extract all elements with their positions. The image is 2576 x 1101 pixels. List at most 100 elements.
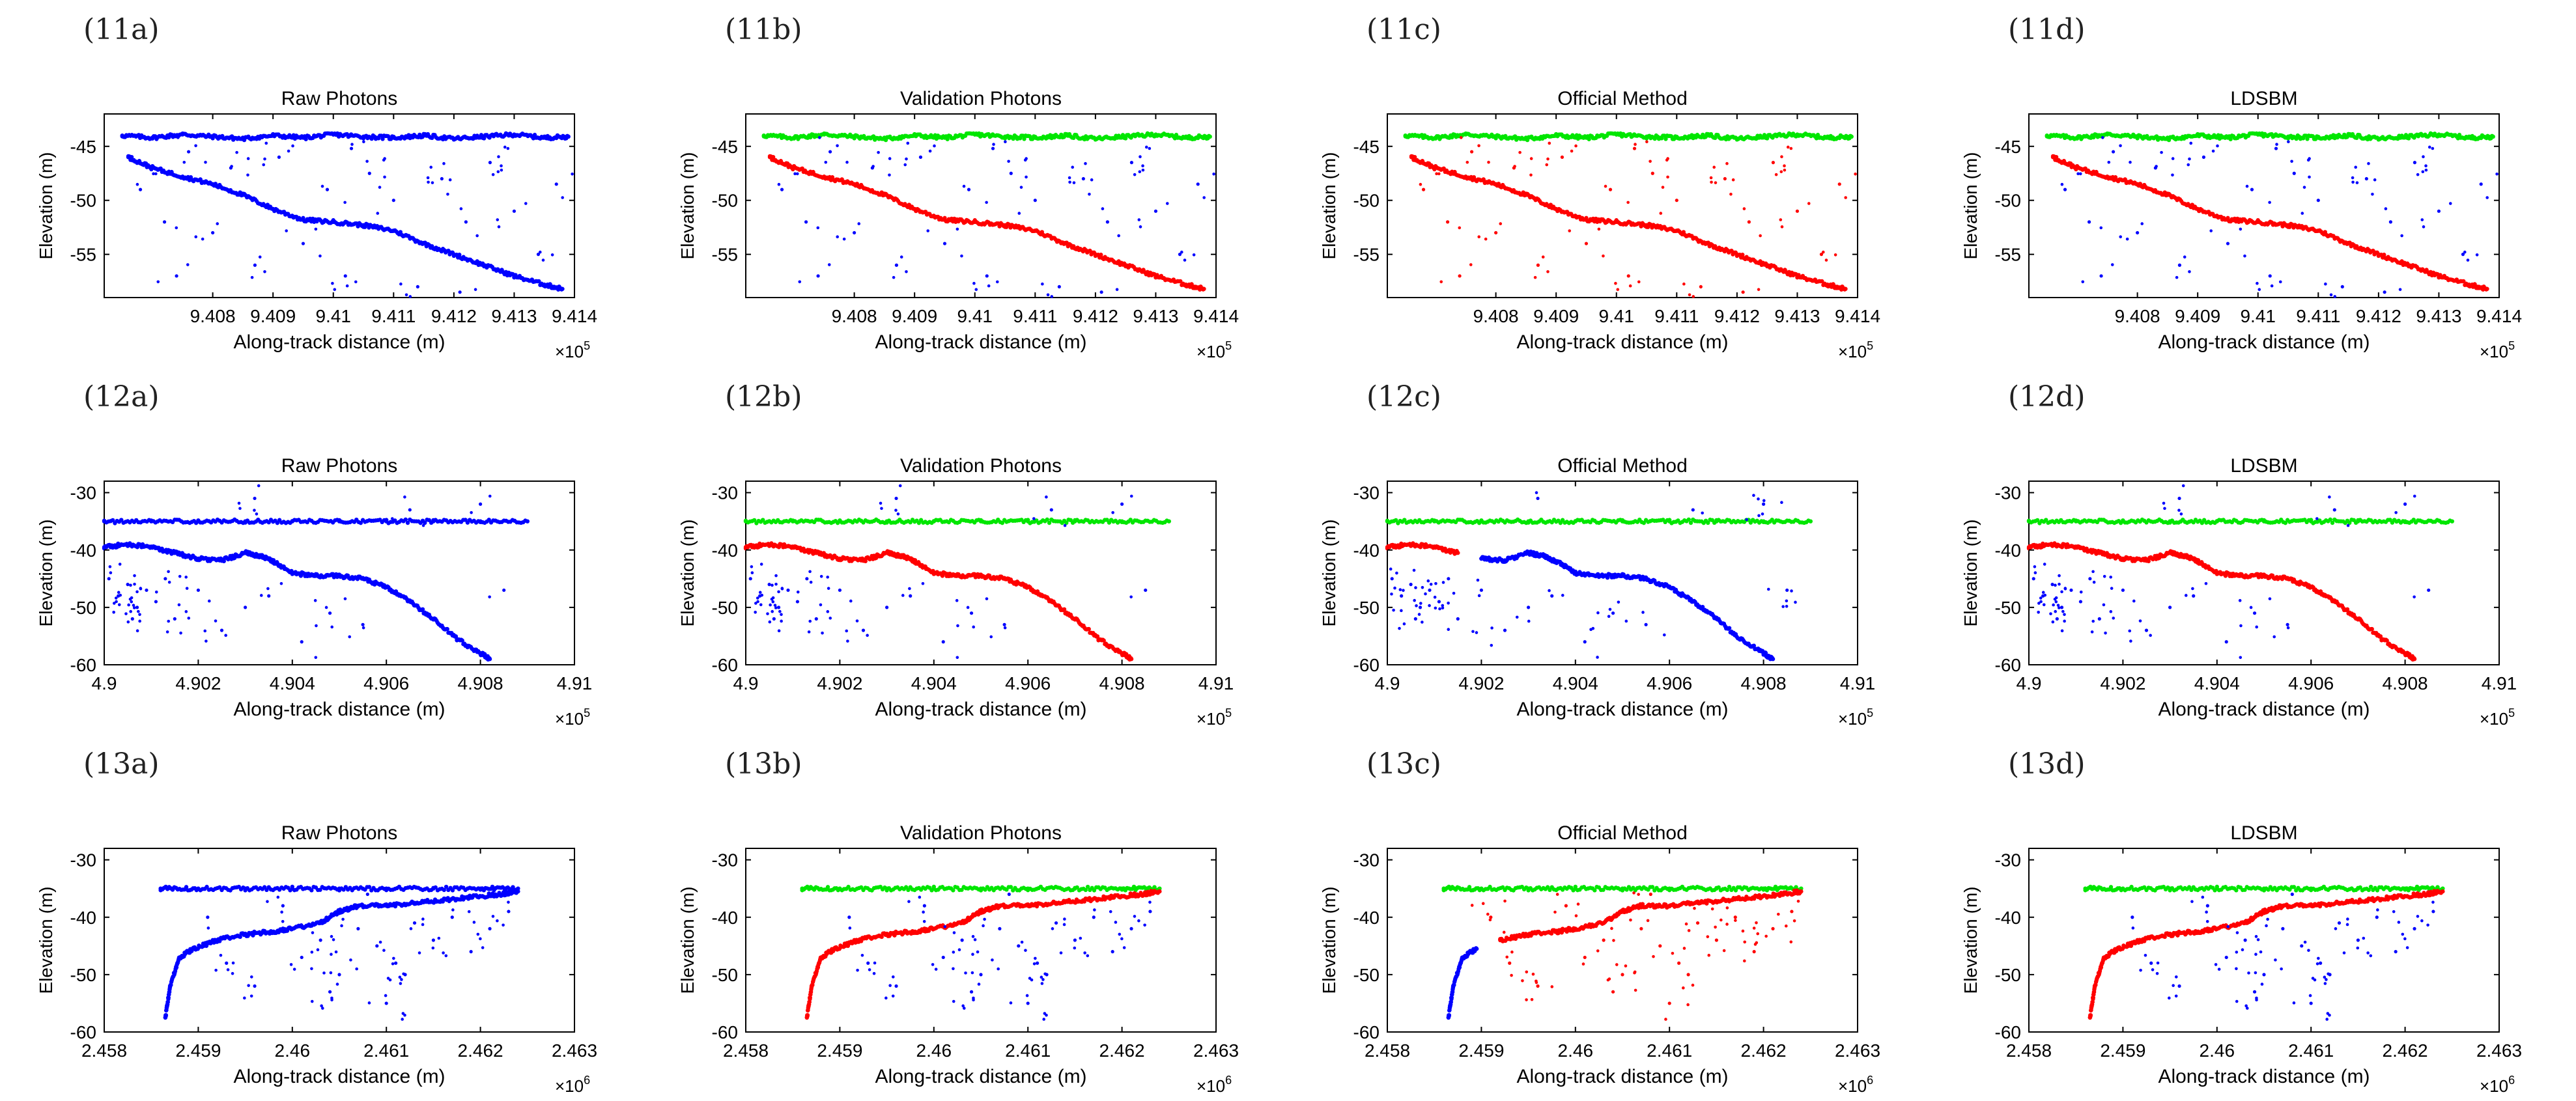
photon-point (2416, 173, 2420, 176)
panel-label: (12a) (83, 380, 160, 413)
chart-title: Validation Photons (900, 455, 1062, 477)
photon-point (796, 590, 800, 594)
photon-point (974, 288, 978, 291)
photon-point (420, 607, 425, 612)
y-tick-label: -55 (1353, 245, 1380, 265)
photon-point (780, 188, 784, 191)
photon-point (175, 226, 178, 230)
photon-point (2268, 201, 2271, 204)
photon-point (814, 550, 819, 555)
photon-point (956, 624, 959, 628)
photon-point (928, 149, 932, 153)
photon-point (1688, 520, 1693, 525)
photon-point (852, 182, 856, 187)
photon-point (1469, 150, 1474, 154)
photon-point (313, 599, 317, 602)
photon-point (445, 626, 449, 632)
photon-point (2376, 136, 2381, 141)
photon-point (2123, 177, 2127, 182)
photon-point (1148, 146, 1152, 150)
chart-title: Raw Photons (281, 455, 397, 477)
photon-point (774, 582, 778, 586)
photon-point (1484, 237, 1488, 241)
photon-point (1546, 270, 1550, 273)
photon-point (879, 501, 883, 505)
photon-point (1742, 207, 1746, 210)
photon-point (853, 230, 856, 235)
photon-point (391, 135, 396, 140)
photon-point (362, 140, 365, 143)
photon-point (1513, 165, 1516, 168)
y-tick-label: -30 (70, 483, 96, 503)
photon-point (866, 634, 869, 637)
photon-point (180, 174, 185, 179)
photon-point (1819, 253, 1824, 257)
photon-point (348, 635, 352, 639)
chart-title: Official Method (1557, 88, 1688, 109)
panel-label: (11d) (2008, 13, 2086, 46)
photon-point (250, 275, 254, 279)
photon-point (1456, 550, 1460, 555)
photon-point (1493, 134, 1498, 139)
photon-point (1062, 607, 1067, 612)
photon-point (367, 171, 371, 175)
photon-point (361, 134, 366, 139)
photon-point (1844, 196, 1847, 199)
photon-point (2099, 274, 2103, 278)
photon-point (828, 150, 832, 154)
photon-point (1573, 519, 1578, 523)
photon-point (916, 520, 922, 525)
photon-point (1202, 286, 1206, 291)
data-points (761, 131, 1215, 298)
photon-point (2165, 193, 2170, 197)
photon-point (2292, 171, 2296, 175)
photon-point (343, 274, 347, 278)
photon-point (2074, 135, 2080, 140)
photon-point (2364, 176, 2368, 181)
photon-point (819, 575, 823, 578)
photon-point (819, 603, 823, 607)
photon-point (2256, 219, 2260, 225)
photon-point (1634, 143, 1637, 146)
photon-point (1761, 519, 1766, 523)
photon-point (791, 135, 797, 140)
photon-point (2195, 206, 2200, 212)
photon-point (1458, 274, 1462, 278)
photon-point (194, 144, 197, 148)
x-tick-label: 4.904 (911, 673, 957, 693)
photon-point (2340, 285, 2344, 289)
photon-point (1699, 285, 1703, 289)
photon-point (1433, 135, 1438, 140)
x-tick-label: 9.409 (1533, 306, 1579, 326)
photon-point (1637, 280, 1641, 284)
photon-point (1093, 252, 1098, 257)
photon-point (1154, 132, 1158, 137)
y-tick-label: -50 (70, 598, 96, 618)
photon-point (383, 175, 386, 179)
photon-point (1584, 135, 1589, 140)
photon-point (1019, 186, 1023, 189)
x-tick-label: 4.906 (363, 673, 409, 693)
y-tick-label: -45 (712, 137, 738, 157)
photon-point (2239, 227, 2243, 231)
photon-point (132, 606, 136, 609)
photon-point (743, 519, 748, 523)
photon-point (2274, 146, 2278, 150)
photon-point (805, 577, 809, 581)
photon-point (2125, 237, 2129, 241)
photon-point (2437, 132, 2441, 137)
photon-point (102, 519, 107, 523)
photon-point (1469, 263, 1473, 266)
photon-point (2424, 168, 2428, 172)
photon-point (793, 172, 797, 176)
photon-point (132, 604, 135, 607)
photon-point (989, 635, 993, 639)
photon-point (1541, 255, 1545, 259)
photon-point (1435, 172, 1438, 176)
photon-point (1641, 520, 1647, 525)
photon-point (210, 182, 215, 187)
photon-point (1068, 180, 1071, 184)
photon-point (786, 588, 790, 592)
chart-panel: (12a) Raw Photons 4.9 4.902 4.904 4.906 4.908 4… (0, 367, 642, 732)
